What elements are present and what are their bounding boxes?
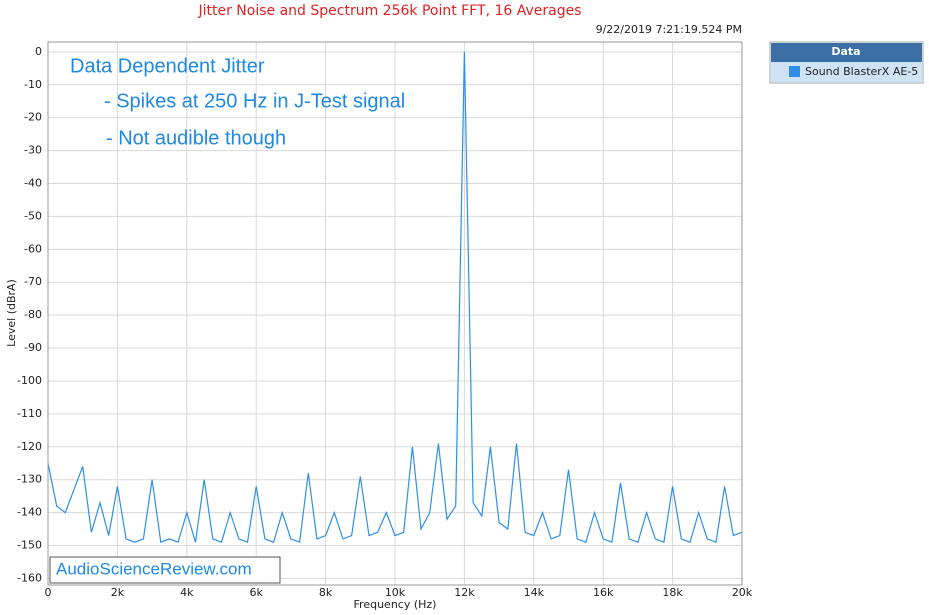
annotation: - Not audible though (106, 127, 286, 149)
y-tick-label: -100 (17, 374, 42, 387)
legend-title: Data (831, 45, 860, 58)
annotation: Data Dependent Jitter (70, 55, 265, 77)
y-tick-label: -120 (17, 440, 42, 453)
legend-header (771, 43, 922, 62)
y-tick-label: -90 (24, 341, 42, 354)
x-axis-label: Frequency (Hz) (354, 598, 437, 611)
x-tick-label: 2k (111, 586, 125, 599)
y-tick-label: -150 (17, 539, 42, 552)
timestamp: 9/22/2019 7:21:19.524 PM (596, 23, 742, 36)
x-tick-label: 10k (385, 586, 406, 599)
x-tick-label: 16k (593, 586, 614, 599)
legend-row[interactable] (771, 62, 922, 82)
annotation: - Spikes at 250 Hz in J-Test signal (104, 90, 405, 112)
legend-swatch (789, 66, 800, 77)
y-tick-label: -130 (17, 473, 42, 486)
y-tick-label: -20 (24, 111, 42, 124)
y-tick-label: -40 (24, 177, 42, 190)
y-tick-label: -160 (17, 571, 42, 584)
x-tick-label: 8k (319, 586, 333, 599)
y-tick-label: -140 (17, 506, 42, 519)
x-tick-label: 0 (45, 586, 52, 599)
spectrum-line (47, 51, 743, 544)
x-tick-label: 20k (732, 586, 753, 599)
y-tick-label: -30 (24, 144, 42, 157)
x-tick-label: 18k (662, 586, 683, 599)
y-tick-label: -10 (24, 78, 42, 91)
plot-border (47, 41, 743, 586)
legend-label: Sound BlasterX AE-5 (805, 65, 918, 78)
x-tick-label: 4k (180, 586, 194, 599)
y-tick-label: -110 (17, 407, 42, 420)
x-tick-label: 6k (250, 586, 264, 599)
y-tick-label: -60 (24, 242, 42, 255)
y-tick-label: -80 (24, 308, 42, 321)
watermark: AudioScienceReview.com (56, 559, 252, 578)
watermark-box (49, 556, 281, 584)
y-tick-label: 0 (35, 45, 42, 58)
x-tick-label: 12k (454, 586, 475, 599)
y-tick-label: -70 (24, 275, 42, 288)
x-tick-label: 14k (524, 586, 545, 599)
y-axis-label: Level (dBrA) (5, 279, 18, 347)
y-tick-label: -50 (24, 209, 42, 222)
chart-title: Jitter Noise and Spectrum 256k Point FFT… (197, 3, 581, 19)
